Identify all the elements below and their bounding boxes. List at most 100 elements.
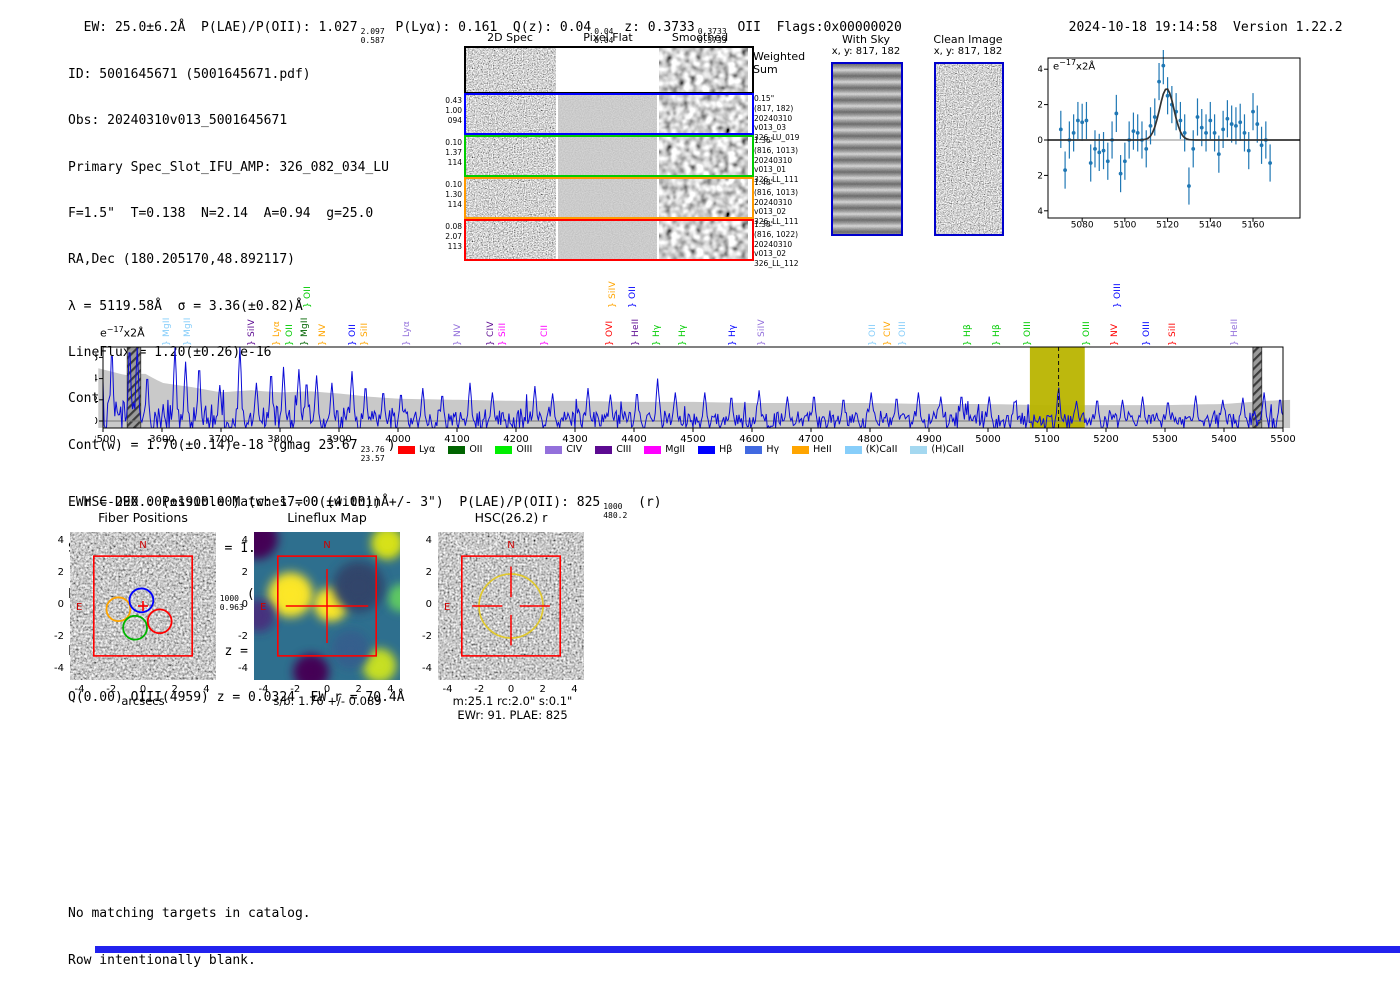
col-header-pixel-flat: Pixel Flat <box>583 31 633 44</box>
info-ewr: EWr = 290.00(±1900.00) (w: 17.00(±4.00))… <box>68 494 389 510</box>
compass-east-label: E <box>260 602 266 613</box>
elixer-report-page: { "header": { "part1": "EW: 25.0±6.2Å P(… <box>54 5 1400 968</box>
z-error-range: 0.3733 0.3733 <box>697 27 727 45</box>
spectrum-y-tick-label: 6 <box>95 352 98 363</box>
cutout-x-tick-label: -2 <box>290 684 301 695</box>
line-marker-Hβ: } Hβ <box>962 324 973 346</box>
legend-item-Hβ: Hβ <box>698 444 732 455</box>
fiber-circle <box>122 614 148 641</box>
with-sky-xy: x, y: 817, 182 <box>831 46 901 57</box>
line-marker-MgII: } MgII <box>182 317 193 346</box>
spectrum-x-tick-label: 4400 <box>621 434 646 445</box>
inset-data-point <box>1182 131 1187 135</box>
spectrum-y-tick-label: 0 <box>95 416 98 427</box>
inset-data-point <box>1135 131 1140 135</box>
line-marker-Lyα: } Lyα <box>272 320 283 346</box>
inset-data-point <box>1152 115 1157 119</box>
legend-label: HeII <box>813 444 832 455</box>
background-fiber-outline <box>71 620 96 646</box>
pixelflat-image-row1 <box>558 95 657 133</box>
extraction-box <box>277 555 377 657</box>
cutout-y-tick-label: 4 <box>57 534 64 546</box>
cutout-x-tick-label: 2 <box>171 684 178 695</box>
line-marker-NV: } NV <box>453 323 464 346</box>
legend-item-Lyα: Lyα <box>398 444 435 455</box>
cutout-y-tick-label: 2 <box>241 566 248 578</box>
inset-x-tick-label: 5080 <box>1071 221 1094 229</box>
background-fiber-outline <box>202 558 216 583</box>
inset-data-point <box>1131 129 1136 134</box>
lineflux-blob-core <box>368 655 390 677</box>
legend-item-CIV: CIV <box>545 444 582 455</box>
cutout-y-tick-label: -4 <box>422 663 432 675</box>
background-fiber-outline <box>94 620 120 646</box>
inset-data-point <box>1204 131 1208 135</box>
lineflux-blob-core <box>254 532 271 552</box>
background-fiber-outline <box>82 600 108 625</box>
legend-label: Hβ <box>719 444 733 455</box>
info-radec: RA,Dec (180.205170,48.892117) <box>68 252 295 268</box>
clean-image-xy: x, y: 817, 182 <box>933 46 1003 57</box>
inset-data-point <box>1216 152 1221 157</box>
background-fiber-outline <box>106 641 132 667</box>
background-fiber-outline <box>213 626 216 641</box>
inset-data-point <box>1191 146 1196 151</box>
lineflux-blob-core <box>342 570 375 603</box>
legend-label: (K)CaII <box>865 444 898 455</box>
line-marker-OIII: } OIII <box>1141 321 1152 346</box>
line-marker-MgII: } MgII <box>161 317 172 346</box>
spectrum-x-tick-label: 4700 <box>798 434 823 445</box>
cutout-x-tick-label: 0 <box>139 684 147 695</box>
datetime-version: 2024-10-18 19:14:58 Version 1.22.2 <box>1053 5 1343 35</box>
info-lambda-sigma: λ = 5119.58Å σ = 3.36(±0.82)Å <box>68 298 303 314</box>
lineflux-blob-core <box>254 605 269 626</box>
hsc-caption-2: EWr: 91. PLAE: 825 <box>457 708 568 722</box>
background-fiber-outline <box>71 537 96 563</box>
lineflux-blob-core <box>393 589 400 607</box>
inset-data-point <box>1097 150 1102 155</box>
lineflux-blob-core <box>338 637 363 662</box>
cutout-x-tick-label: -4 <box>74 684 85 695</box>
legend-item-(H)CaII: (H)CaII <box>910 444 964 455</box>
legend-label: MgII <box>665 444 686 455</box>
header-ew-plae: EW: 25.0±6.2Å P(LAE)/P(OII): 1.027 <box>83 20 358 35</box>
line-marker-NV: } NV <box>1109 323 1120 346</box>
spec2d-row-3 <box>464 177 754 219</box>
cutout-x-tick-label: 4 <box>387 684 394 695</box>
extraction-box <box>93 555 193 657</box>
report-datetime: 2024-10-18 19:14:58 <box>1068 20 1218 35</box>
cutout-y-tick-label: -4 <box>54 663 64 675</box>
cutout-y-tick-label: 0 <box>57 599 64 610</box>
with-sky-title: With Sky <box>842 33 890 46</box>
legend-item-OIII: OIII <box>495 444 532 455</box>
background-fiber-outline <box>94 537 120 563</box>
header-plya-qz: P(Lyα): 0.161 Q(z): 0.04 <box>387 20 592 35</box>
clean-image-noise <box>936 64 1002 234</box>
inset-data-point <box>1246 148 1251 153</box>
cutout-y-tick-label: -2 <box>422 631 432 643</box>
legend-label: OIII <box>516 444 533 455</box>
no-match-line: No matching targets in catalog. <box>68 906 311 921</box>
spec2d-image-weighted <box>466 48 556 92</box>
extraction-box <box>461 555 561 657</box>
spec2d-image-row1 <box>466 95 556 133</box>
background-fiber-outline <box>82 558 108 584</box>
legend-swatch <box>644 445 662 454</box>
legend-label: Lyα <box>419 444 436 455</box>
inset-data-point <box>1161 63 1166 68</box>
inset-data-point <box>1259 143 1264 148</box>
line-marker-Hγ: } Hγ <box>677 324 688 346</box>
line-marker-HeII: } HeII <box>630 318 641 346</box>
background-fiber-outline <box>178 558 204 584</box>
inset-plot-frame <box>1047 57 1301 219</box>
line-marker-SiIV: } SiIV <box>757 319 768 346</box>
background-fiber-outline <box>70 600 84 625</box>
legend-label: CIII <box>616 444 632 455</box>
spectrum-y-tick-label: 2 <box>95 395 98 406</box>
line-marker-MgII: } MgII <box>299 317 310 346</box>
inset-y-tick-label: 2 <box>1038 101 1043 111</box>
inset-data-point <box>1195 115 1200 119</box>
spectrum-x-tick-label: 3500 <box>95 434 116 445</box>
